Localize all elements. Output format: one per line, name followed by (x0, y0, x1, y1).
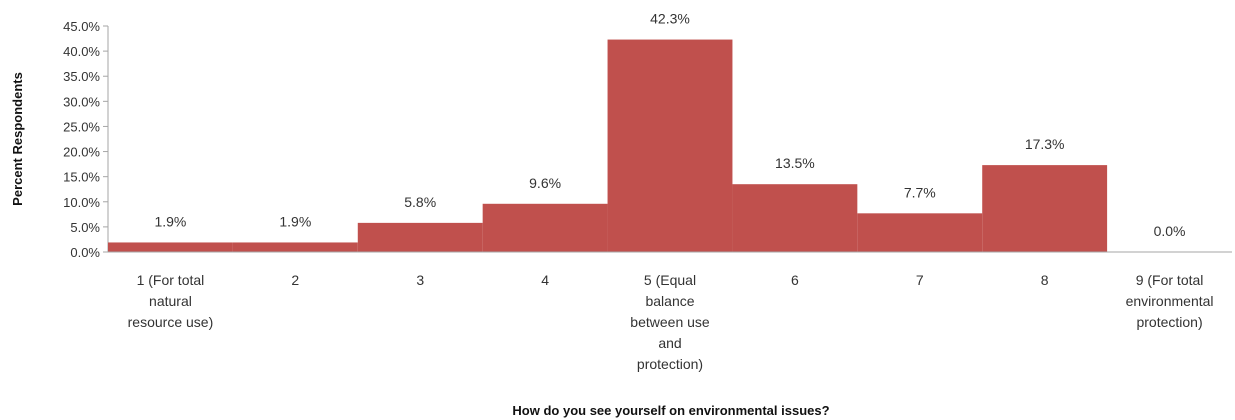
bar-data-label: 7.7% (904, 184, 936, 200)
x-axis-title: How do you see yourself on environmental… (512, 403, 829, 418)
x-tick-label: 9 (For total environmental protection) (1126, 272, 1214, 330)
bar (607, 39, 733, 253)
bar-data-label: 42.3% (650, 11, 690, 27)
bar-data-label: 13.5% (775, 155, 815, 171)
data-labels: 1.9% 1.9% 5.8% 9.6% 42.3% 13.5% 7.7% 17.3% 0.0% (154, 11, 1185, 239)
bar-data-label: 1.9% (279, 213, 311, 229)
y-tick-label: 10.0% (63, 195, 100, 210)
x-tick-label: 6 (791, 272, 799, 288)
y-tick-label: 15.0% (63, 170, 100, 185)
x-tick-label: 4 (541, 272, 549, 288)
bar (857, 213, 983, 252)
bar-data-label: 17.3% (1025, 136, 1065, 152)
x-axis-tick-labels: 1 (For total natural resource use) 2 3 4 5 (Eq… (128, 272, 1214, 372)
x-tick-label: 3 (416, 272, 424, 288)
y-axis-ticks: 0.0% 5.0% 10.0% 15.0% 20.0% 25.0% 30.0% 35.0% 40… (63, 19, 108, 260)
y-axis-title: Percent Respondents (10, 72, 25, 206)
y-tick-label: 40.0% (63, 44, 100, 59)
bars (108, 39, 1108, 253)
bar-data-label: 0.0% (1154, 223, 1186, 239)
y-tick-label: 20.0% (63, 145, 100, 160)
y-tick-label: 25.0% (63, 119, 100, 134)
x-tick-label: 1 (For total natural resource use) (128, 272, 214, 330)
x-tick-label: 5 (Equal balance between use and protection) (630, 272, 710, 372)
bar (232, 242, 358, 252)
bar (732, 184, 858, 252)
y-tick-label: 5.0% (70, 220, 100, 235)
bar (108, 242, 233, 252)
y-tick-label: 0.0% (70, 245, 100, 260)
y-tick-label: 35.0% (63, 69, 100, 84)
bar (482, 203, 608, 252)
bar (982, 165, 1108, 252)
x-tick-label: 7 (916, 272, 924, 288)
y-tick-label: 30.0% (63, 94, 100, 109)
bar-data-label: 5.8% (404, 194, 436, 210)
x-tick-label: 2 (291, 272, 299, 288)
bar-data-label: 1.9% (154, 213, 186, 229)
y-tick-label: 45.0% (63, 19, 100, 34)
bar-data-label: 9.6% (529, 175, 561, 191)
bar (357, 222, 483, 252)
x-tick-label: 8 (1041, 272, 1049, 288)
